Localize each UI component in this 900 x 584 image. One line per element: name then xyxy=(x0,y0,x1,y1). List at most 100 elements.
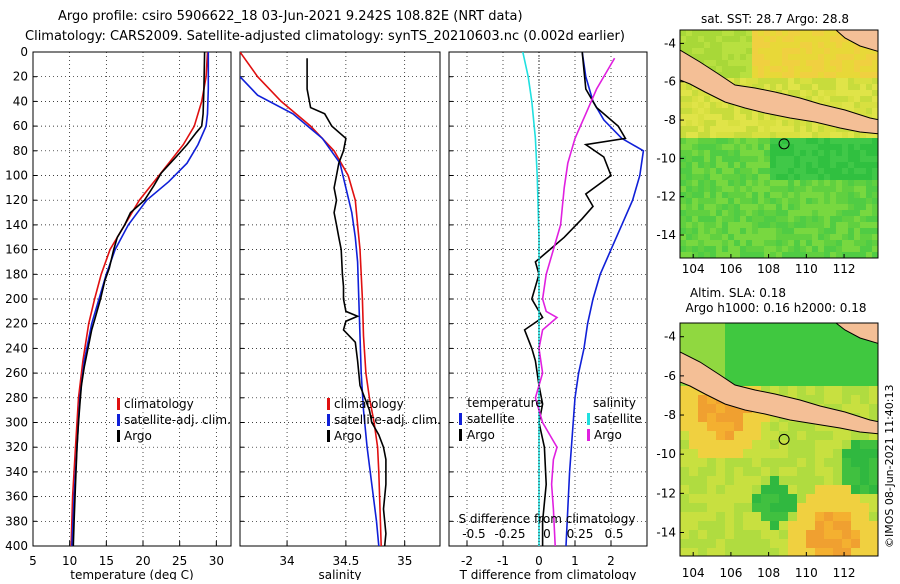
map-cell xyxy=(806,341,816,351)
map-cell xyxy=(842,90,849,97)
map-cell xyxy=(728,114,735,121)
map-cell xyxy=(776,228,783,235)
map-cell xyxy=(680,458,690,468)
map-cell xyxy=(752,476,762,486)
map-cell xyxy=(722,180,729,187)
map-cell xyxy=(860,138,867,145)
map-cell xyxy=(734,54,741,61)
map-y-tick-label: -6 xyxy=(664,369,676,383)
map-cell xyxy=(782,228,789,235)
map-cell xyxy=(779,485,789,495)
map-cell xyxy=(824,240,831,247)
map-cell xyxy=(806,120,813,127)
map-cell xyxy=(686,162,693,169)
map-cell xyxy=(860,341,870,351)
map-cell xyxy=(842,246,849,253)
legend-label: satellite-adj. clim. xyxy=(124,413,231,427)
map-cell xyxy=(734,228,741,235)
map-cell xyxy=(836,156,843,163)
map-cell xyxy=(824,422,834,432)
map-cell xyxy=(806,84,813,91)
map-cell xyxy=(848,84,855,91)
map-cell xyxy=(722,72,729,79)
map-cell xyxy=(779,431,789,441)
top-tick-label: -0.5 xyxy=(462,527,485,541)
map-cell xyxy=(725,440,735,450)
map-cell xyxy=(812,204,819,211)
map-cell xyxy=(680,494,690,504)
map-cell xyxy=(788,449,798,459)
map-cell xyxy=(740,48,747,55)
map-cell xyxy=(779,539,789,549)
map-cell xyxy=(770,84,777,91)
map-cell xyxy=(734,234,741,241)
map-cell xyxy=(722,192,729,199)
map-cell xyxy=(818,72,825,79)
map-cell xyxy=(866,54,873,61)
map-cell xyxy=(770,120,777,127)
map-cell xyxy=(698,431,708,441)
map-cell xyxy=(800,198,807,205)
map-cell xyxy=(698,120,705,127)
map-cell xyxy=(794,90,801,97)
map-cell xyxy=(734,512,744,522)
map-cell xyxy=(764,72,771,79)
map-cell xyxy=(722,36,729,43)
map-cell xyxy=(818,162,825,169)
map-cell xyxy=(797,539,807,549)
map-cell xyxy=(764,156,771,163)
map-cell xyxy=(770,36,777,43)
series-satellite-adj-clim- xyxy=(71,52,210,546)
map-cell xyxy=(872,90,878,97)
map-cell xyxy=(770,48,777,55)
map-cell xyxy=(764,132,771,139)
top-tick-label: 0.5 xyxy=(604,527,623,541)
map-cell xyxy=(830,30,837,37)
map-cell xyxy=(743,377,753,387)
map-cell xyxy=(782,48,789,55)
map-cell xyxy=(860,413,870,423)
map-cell xyxy=(686,108,693,115)
map-cell xyxy=(734,162,741,169)
map-cell xyxy=(692,54,699,61)
map-cell xyxy=(764,246,771,253)
map-cell xyxy=(860,377,870,387)
map-cell xyxy=(680,30,687,37)
map-cell xyxy=(812,72,819,79)
map-cell xyxy=(770,162,777,169)
map-cell xyxy=(743,539,753,549)
map-cell xyxy=(716,228,723,235)
map-cell xyxy=(794,36,801,43)
map-cell xyxy=(833,386,843,396)
map-cell xyxy=(794,84,801,91)
map-cell xyxy=(698,168,705,175)
map-cell xyxy=(770,66,777,73)
map-cell xyxy=(716,539,726,549)
map-cell xyxy=(734,458,744,468)
map-cell xyxy=(812,216,819,223)
map-cell xyxy=(869,368,878,378)
map-cell xyxy=(740,246,747,253)
map-cell xyxy=(860,240,867,247)
map-cell xyxy=(788,54,795,61)
map-cell xyxy=(848,48,855,55)
map-cell xyxy=(806,449,816,459)
map-cell xyxy=(692,216,699,223)
map-cell xyxy=(704,60,711,67)
map-cell xyxy=(833,341,843,351)
map-cell xyxy=(860,216,867,223)
map-cell xyxy=(776,72,783,79)
map-cell xyxy=(704,252,711,258)
map-cell xyxy=(812,138,819,145)
map-cell xyxy=(860,476,870,486)
map-cell xyxy=(716,168,723,175)
map-cell xyxy=(707,539,717,549)
map-cell xyxy=(830,138,837,145)
map-cell xyxy=(743,467,753,477)
map-cell xyxy=(746,204,753,211)
x-tick-label: -2 xyxy=(461,554,473,568)
map-cell xyxy=(704,204,711,211)
map-cell xyxy=(728,72,735,79)
map-cell xyxy=(716,54,723,61)
map-cell xyxy=(797,548,807,556)
